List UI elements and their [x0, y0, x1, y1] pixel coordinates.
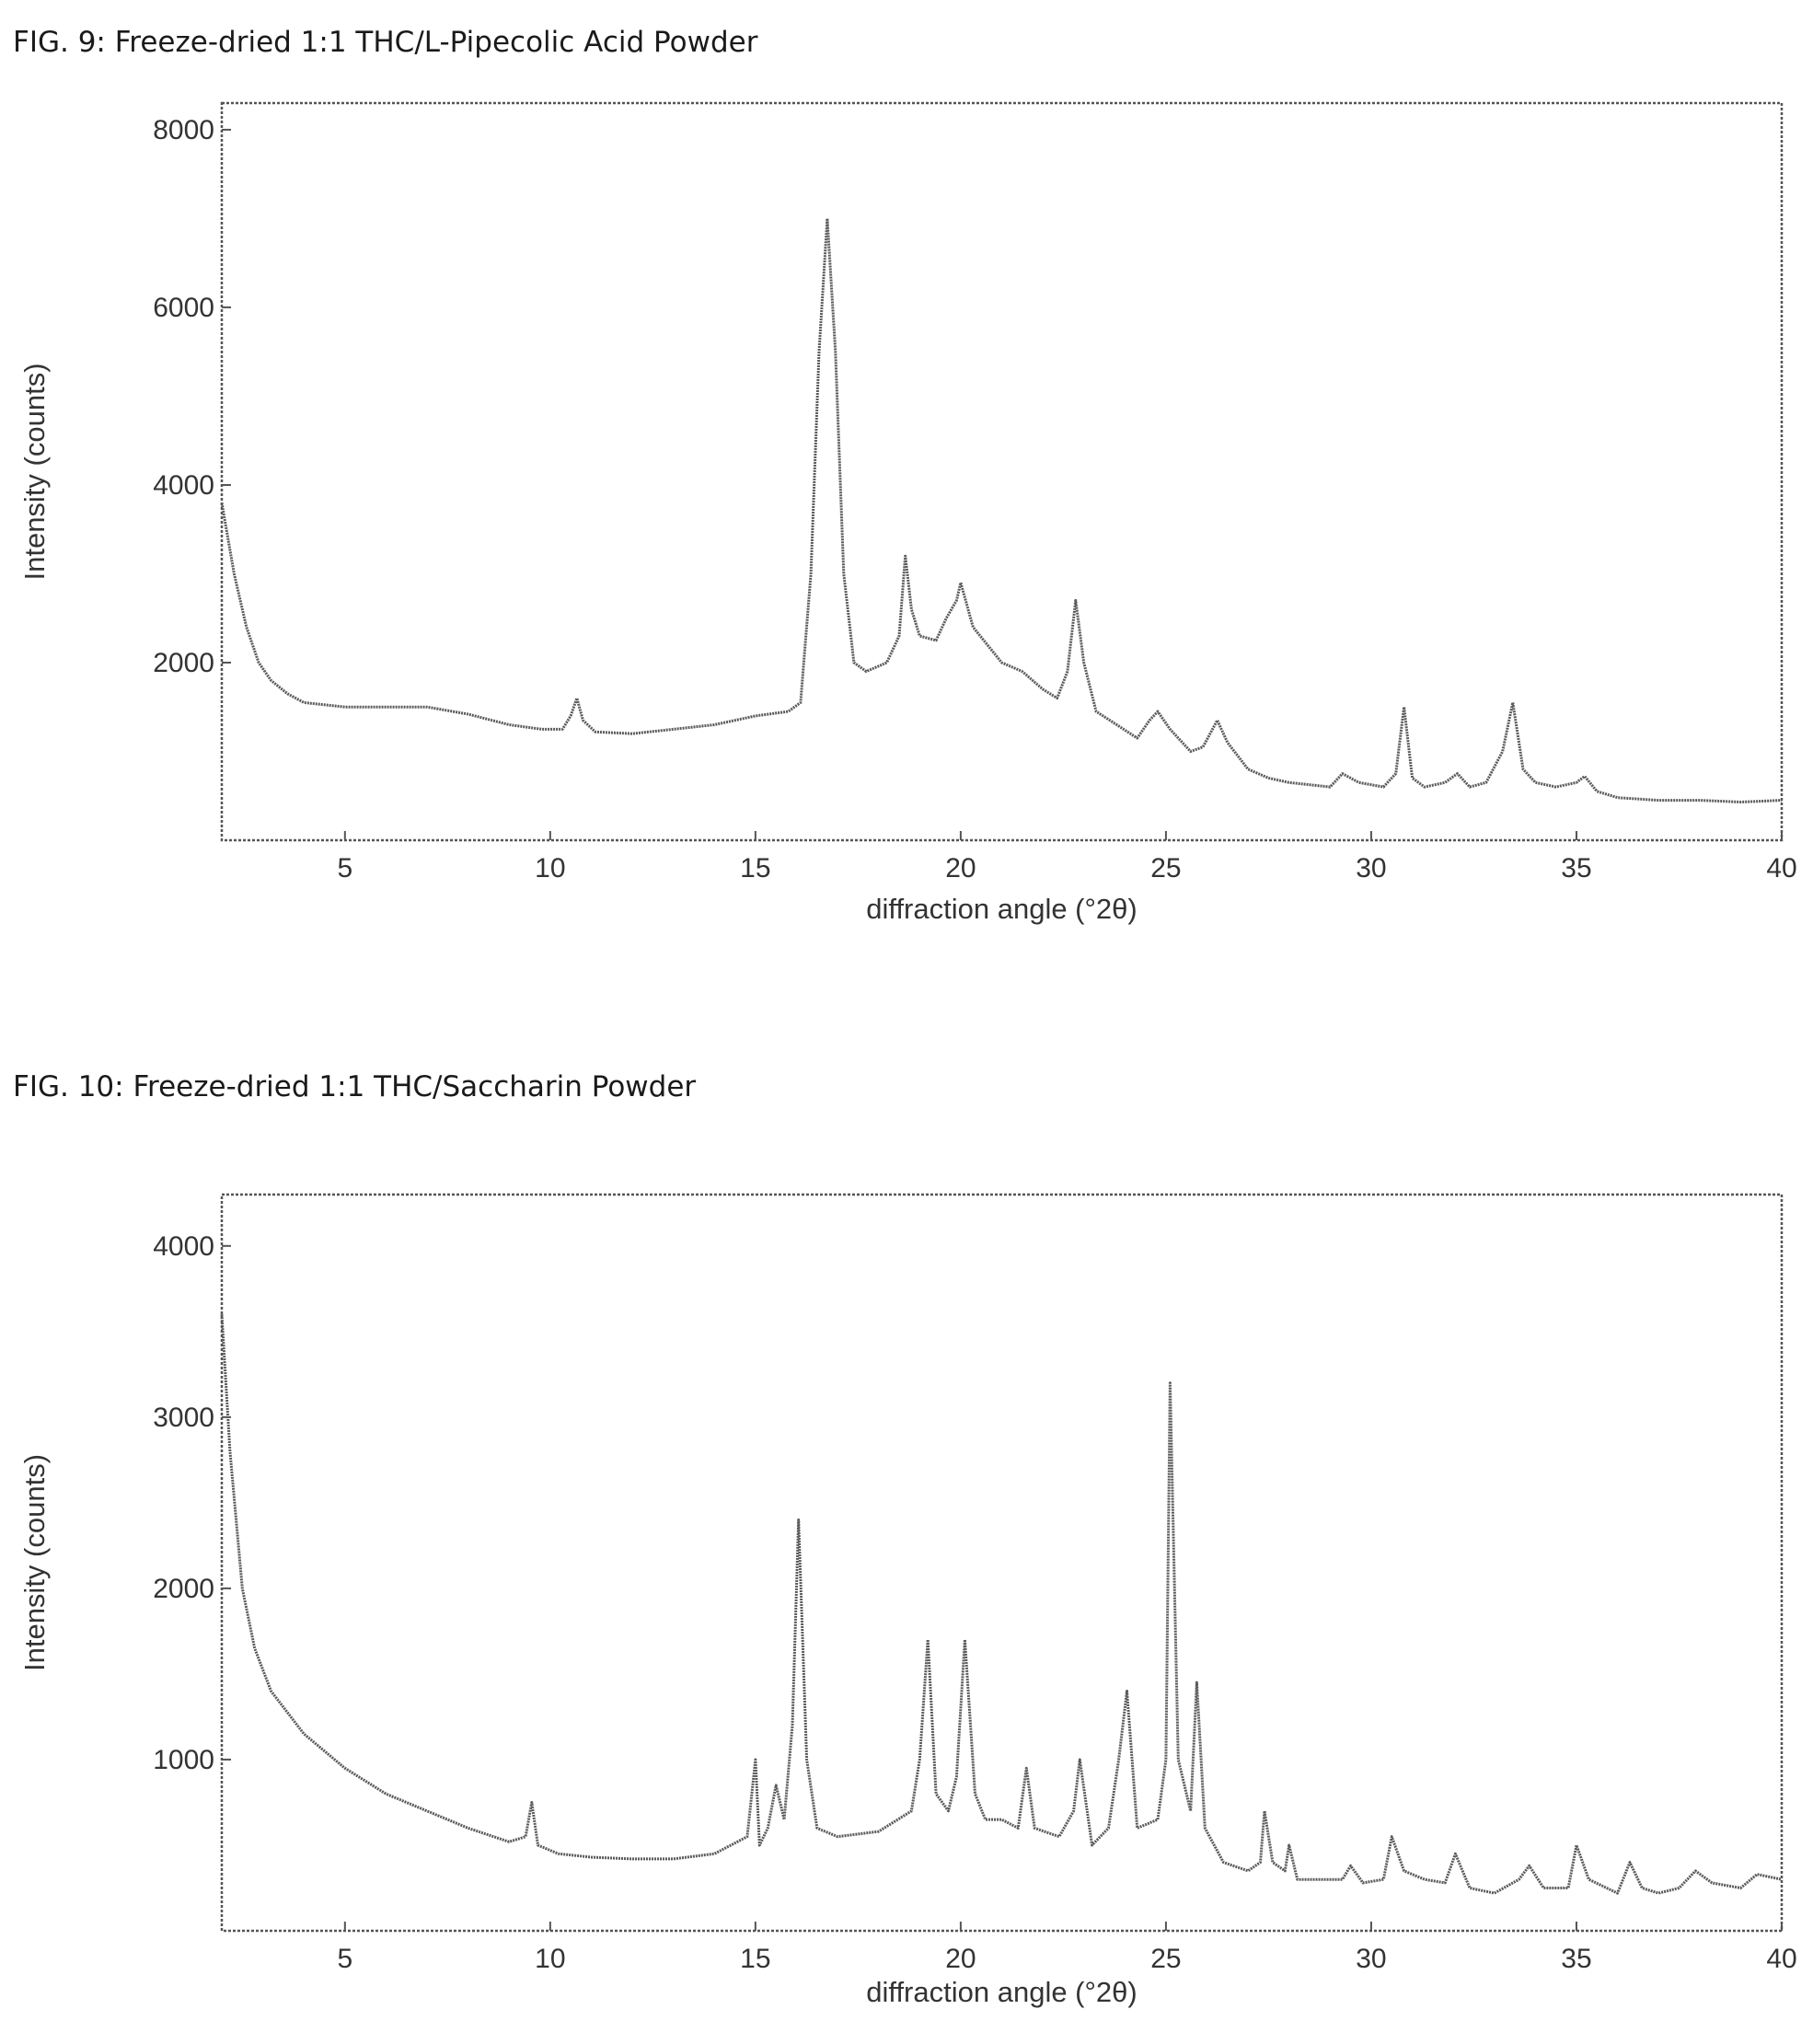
fig10-y-axis-label: Intensity (counts): [18, 1454, 51, 1671]
fig9-plot-frame: [220, 101, 1784, 842]
fig10-plot-frame: [220, 1193, 1784, 1933]
figure-10-title: FIG. 10: Freeze-dried 1:1 THC/Saccharin …: [13, 1070, 697, 1103]
fig9-x-tick-label: 20: [945, 853, 976, 883]
fig9-x-tick-label: 40: [1766, 853, 1796, 883]
fig9-y-tick-label: 4000: [153, 470, 214, 501]
figure-9-title: FIG. 9: Freeze-dried 1:1 THC/L-Pipecolic…: [13, 26, 758, 59]
fig9-y-tick-label: 6000: [153, 293, 214, 323]
fig9-y-tick-label: 8000: [153, 115, 214, 145]
fig9-x-tick-label: 10: [535, 853, 565, 883]
fig9-x-axis-label: diffraction angle (°2θ): [866, 893, 1137, 925]
fig10-x-tick-label: 10: [535, 1944, 565, 1974]
fig10-x-tick-label: 35: [1561, 1944, 1591, 1974]
fig10-diffraction-series-line: [220, 1314, 1783, 1895]
fig10-x-tick-label: 25: [1150, 1944, 1181, 1974]
fig9-diffraction-series-line: [220, 217, 1783, 803]
fig10-x-tick-label: 5: [337, 1944, 352, 1974]
chart-fig10: 5 10 15 20 25 30 35 40 1000 2000 3000 4000 diffracti…: [18, 1193, 1797, 2008]
fig9-y-axis-label: Intensity (counts): [18, 363, 51, 580]
fig10-x-tick-label: 40: [1766, 1944, 1796, 1974]
fig10-y-tick-label: 1000: [153, 1745, 214, 1775]
chart-fig9: 5 10 15 20 25 30 35 40 2000 4000 6000 8000 diffracti…: [18, 101, 1797, 925]
fig10-x-tick-label: 20: [945, 1944, 976, 1974]
fig10-y-tick-label: 4000: [153, 1231, 214, 1262]
fig10-x-tick-label: 30: [1356, 1944, 1386, 1974]
fig9-y-tick-label: 2000: [153, 648, 214, 678]
fig10-x-axis-label: diffraction angle (°2θ): [866, 1976, 1137, 2008]
fig9-x-tick-label: 5: [337, 853, 352, 883]
fig10-y-tick-label: 3000: [153, 1403, 214, 1433]
fig9-x-tick-label: 15: [740, 853, 770, 883]
fig10-y-tick-label: 2000: [153, 1574, 214, 1604]
fig9-x-tick-label: 35: [1561, 853, 1591, 883]
fig10-x-tick-label: 15: [740, 1944, 770, 1974]
fig9-x-tick-label: 30: [1356, 853, 1386, 883]
fig9-x-tick-label: 25: [1150, 853, 1181, 883]
